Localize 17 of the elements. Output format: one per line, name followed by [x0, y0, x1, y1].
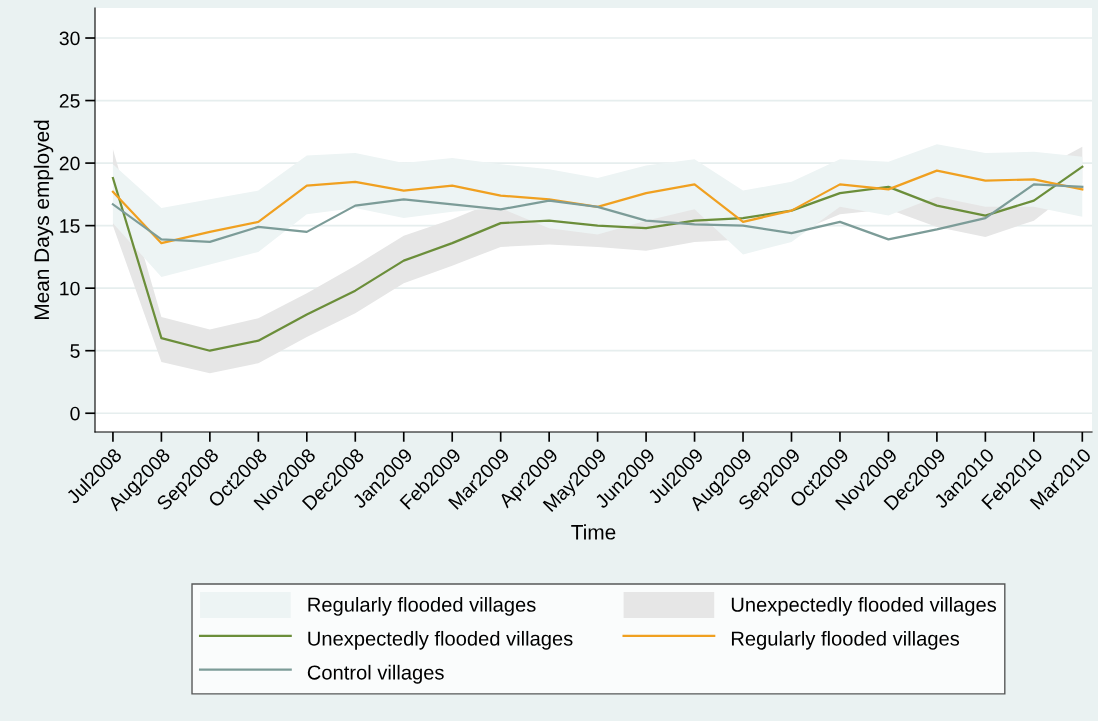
text: Unexpectedly flooded villages	[731, 597, 997, 616]
y-tick-label: 10	[60, 281, 80, 296]
line-series	[111, 169, 1084, 245]
line-series	[111, 165, 1084, 352]
y-tick-label: 5	[70, 344, 80, 358]
y-tick-label: 15	[60, 219, 80, 233]
y-tick-label: 0	[70, 406, 80, 421]
legend-label: Regularly flooded villages	[731, 630, 960, 650]
y-tick-label: 30	[59, 31, 80, 46]
legend-label: Unexpectedly flooded villages	[308, 630, 573, 650]
y-tick-label: 25	[59, 94, 80, 108]
y-tick-label: 20	[59, 156, 80, 171]
y-axis-title: Mean Days employed	[33, 120, 54, 320]
text: Regularly flooded villages	[308, 597, 536, 616]
line-series	[111, 183, 1084, 243]
legend-label: Control villages	[307, 664, 444, 684]
x-axis-title: Time	[571, 524, 616, 540]
